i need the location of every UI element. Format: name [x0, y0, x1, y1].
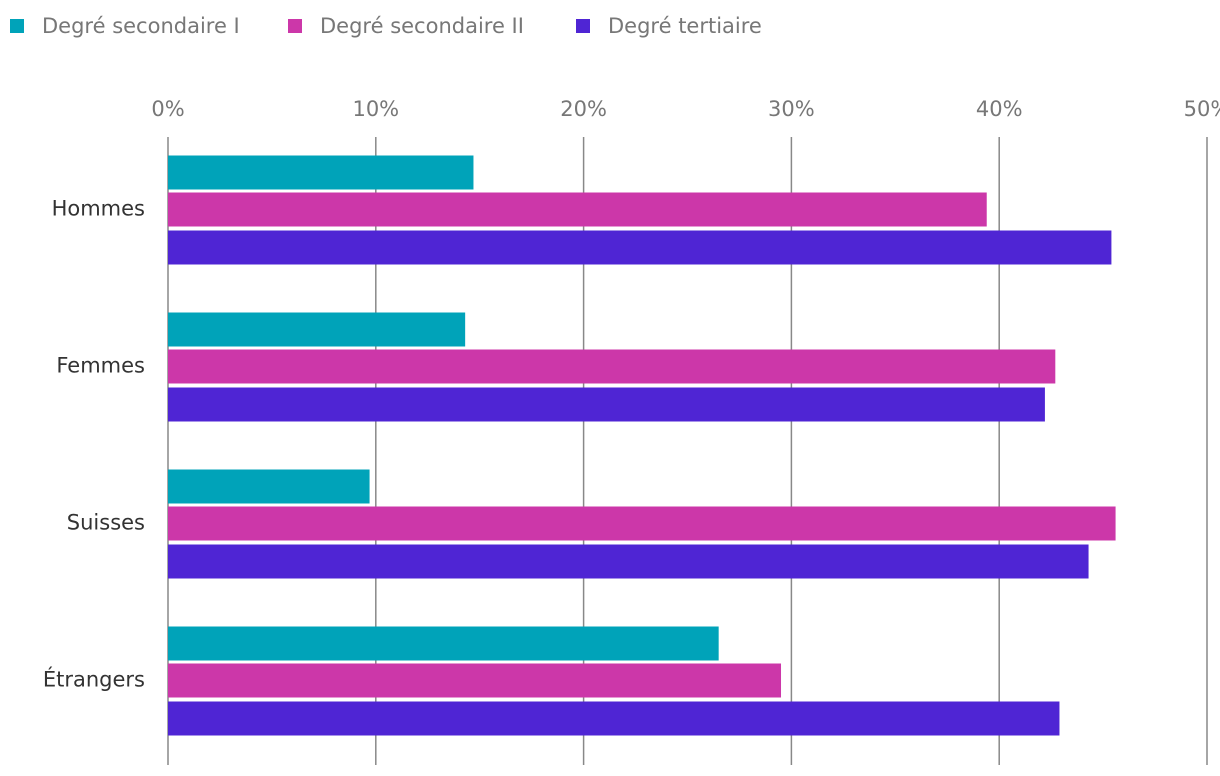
- legend-label: Degré secondaire I: [42, 14, 240, 38]
- bar: [168, 387, 1045, 422]
- y-tick-label: Étrangers: [43, 667, 145, 692]
- y-tick-label: Hommes: [52, 197, 145, 221]
- legend-label: Degré secondaire II: [320, 14, 524, 38]
- legend-label: Degré tertiaire: [608, 14, 762, 38]
- y-tick-label: Femmes: [56, 354, 145, 378]
- x-tick-label: 0%: [151, 97, 184, 121]
- bar: [168, 155, 474, 190]
- bar: [168, 701, 1060, 736]
- bar: [168, 626, 719, 661]
- legend-swatch: [288, 19, 302, 33]
- bar: [168, 192, 987, 227]
- x-tick-label: 20%: [560, 97, 607, 121]
- bar: [168, 544, 1089, 579]
- bar: [168, 506, 1116, 541]
- bar: [168, 663, 782, 698]
- x-tick-label: 30%: [768, 97, 815, 121]
- bar: [168, 312, 466, 347]
- legend-swatch: [10, 19, 24, 33]
- x-tick-label: 50%: [1184, 97, 1220, 121]
- bar: [168, 469, 370, 504]
- legend-swatch: [576, 19, 590, 33]
- bar: [168, 349, 1056, 384]
- x-tick-label: 10%: [352, 97, 399, 121]
- bar: [168, 230, 1112, 265]
- x-tick-label: 40%: [976, 97, 1023, 121]
- y-tick-label: Suisses: [67, 511, 145, 535]
